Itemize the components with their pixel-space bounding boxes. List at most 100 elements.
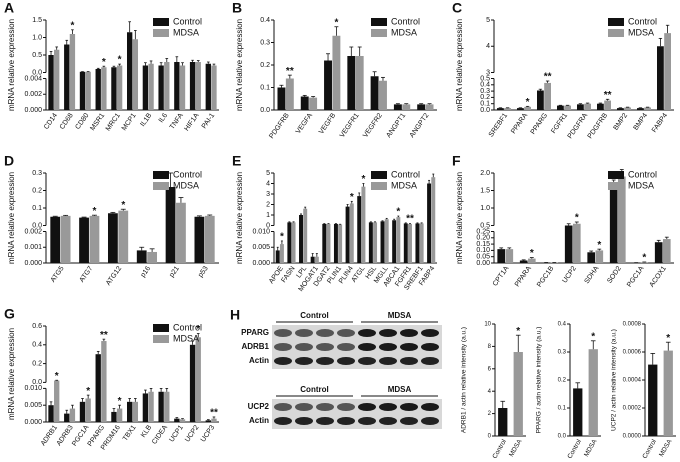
bar [664, 33, 671, 110]
bar [287, 222, 292, 263]
bar [654, 242, 663, 263]
significance: * [526, 97, 530, 108]
bar [165, 187, 176, 263]
bar [573, 388, 583, 436]
y-tick-label: 8 [488, 344, 492, 350]
legend-label: Control [391, 16, 420, 26]
blot-band [316, 417, 334, 425]
significance: ** [286, 66, 294, 77]
bar [174, 62, 180, 110]
y-tick-label: 0.4 [558, 322, 567, 328]
legend-swatch [371, 29, 387, 37]
bar [291, 222, 296, 263]
significance: * [334, 17, 338, 28]
blot-band [358, 343, 376, 351]
y-tick-label: 0.1 [558, 406, 567, 412]
bar [194, 216, 205, 263]
bar [557, 105, 564, 110]
y-tick-label: 0.0006 [623, 350, 642, 356]
bar [211, 65, 217, 110]
x-tick-label: HIF1A [183, 112, 200, 133]
blot-band [316, 329, 334, 337]
bar [79, 217, 89, 263]
significance: ** [100, 330, 108, 341]
x-tick-label: FGFR1 [550, 112, 569, 135]
x-tick-label: KLB [140, 424, 154, 439]
bar [176, 202, 186, 263]
bar [64, 44, 70, 110]
bar [497, 108, 504, 110]
bar [69, 34, 76, 110]
bar [95, 354, 101, 422]
bar [174, 418, 180, 422]
blot-band [274, 403, 292, 411]
significance: * [666, 333, 670, 344]
blot-band [358, 329, 376, 337]
blot-band [274, 343, 292, 351]
bar [54, 380, 60, 422]
bar [332, 35, 341, 110]
blot-band [400, 417, 418, 425]
blot-row-label: Actin [249, 356, 269, 365]
y-tick-label: 0.3 [32, 170, 42, 177]
y-tick-label: 0.5 [32, 52, 42, 59]
significance: * [396, 207, 400, 218]
x-tick-label: ANGPT1 [385, 112, 407, 139]
y-tick-label: 0.0002 [623, 406, 642, 412]
panel-letter: D [4, 153, 14, 169]
y-tick-label: 5 [486, 17, 490, 24]
x-tick-label: MDSA [508, 438, 524, 458]
y-tick-label: 4 [488, 389, 492, 395]
blot-band [274, 417, 292, 425]
bar [663, 350, 673, 436]
panel-letter: F [452, 153, 461, 169]
bar [136, 250, 147, 263]
bar [126, 401, 133, 422]
y-tick-label: 0.0 [260, 107, 270, 114]
blot-row-label: PPARG [241, 328, 269, 337]
y-tick-label: 0.4 [260, 17, 270, 24]
x-tick-label: IL1B [139, 112, 153, 128]
panel-letter: H [230, 307, 240, 323]
y-tick-label: 0.010 [24, 385, 42, 392]
blot-band [274, 329, 292, 337]
bar [415, 223, 420, 263]
significance: ** [210, 408, 218, 419]
x-tick-label: CD68 [59, 112, 75, 131]
bar [564, 225, 573, 263]
bar [148, 63, 154, 110]
bar [431, 177, 436, 263]
y-axis-label: UCP2 / actin relative intensity (a.u.) [611, 329, 618, 431]
bar [577, 104, 584, 110]
panel-letter: B [232, 0, 242, 16]
y-axis-label: mRNA relative expression [7, 328, 16, 420]
blot-band [379, 357, 397, 365]
y-tick-label: 1 [266, 212, 270, 219]
legend-swatch [371, 182, 387, 190]
legend-label: Control [391, 169, 420, 179]
legend-label: Control [628, 169, 657, 179]
bar [147, 251, 158, 263]
bar [85, 398, 91, 422]
y-tick-label: 0.0 [558, 434, 567, 440]
bar [644, 107, 651, 110]
bar [572, 223, 581, 263]
blot-group: MDSA [388, 385, 412, 394]
x-tick-label: ANGPT2 [409, 112, 431, 139]
bar [380, 221, 385, 263]
y-tick-label: 0.0 [480, 107, 490, 114]
y-tick-label: 0.0004 [623, 378, 642, 384]
y-tick-label: 0.00 [476, 260, 490, 267]
bar [309, 97, 318, 110]
x-tick-label: Control [491, 438, 508, 460]
bar [48, 55, 54, 110]
blot-band [421, 343, 439, 351]
bar [50, 216, 61, 263]
bar [310, 256, 315, 263]
bar [101, 67, 107, 110]
blot-band [400, 329, 418, 337]
legend-swatch [608, 18, 624, 26]
y-tick-label: 0.000 [24, 107, 42, 114]
blot-band [295, 357, 313, 365]
